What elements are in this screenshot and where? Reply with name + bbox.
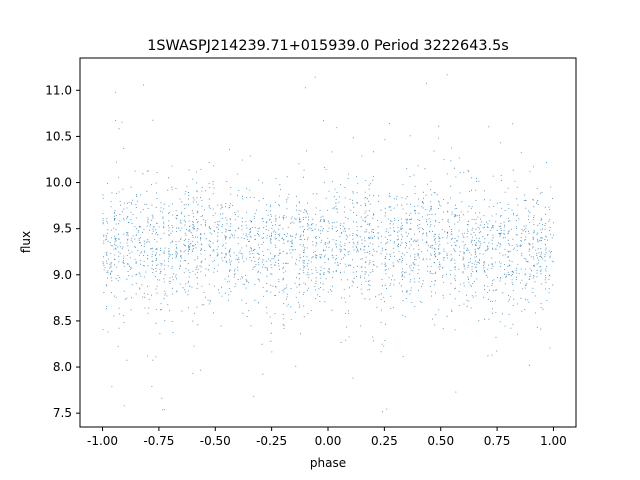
y-axis-label: flux: [19, 231, 33, 253]
flux-data-points: [102, 74, 555, 413]
x-tick-label: 0.50: [427, 434, 454, 448]
y-tick-label: 7.5: [53, 406, 72, 420]
x-tick-label: -0.25: [256, 434, 287, 448]
x-axis-ticks: -1.00 -0.75 -0.50 -0.25 0.00 0.25 0.50 0.75 1.00: [87, 427, 567, 448]
y-tick-label: 10.0: [45, 176, 72, 190]
y-tick-label: 8.0: [53, 360, 72, 374]
y-tick-label: 9.0: [53, 268, 72, 282]
y-axis-ticks: 7.5 8.0 8.5 9.0 9.5 10.0 10.5 11.0: [45, 83, 80, 420]
x-tick-label: -1.00: [87, 434, 118, 448]
x-tick-label: 1.00: [540, 434, 567, 448]
chart-title: 1SWASPJ214239.71+015939.0 Period 3222643…: [147, 38, 509, 54]
x-tick-label: 0.25: [371, 434, 398, 448]
x-axis-label: phase: [310, 456, 346, 470]
y-tick-label: 8.5: [53, 314, 72, 328]
scatter-points: [102, 74, 555, 413]
y-tick-label: 10.5: [45, 129, 72, 143]
y-tick-label: 9.5: [53, 222, 72, 236]
x-tick-label: 0.75: [484, 434, 511, 448]
x-tick-label: -0.75: [143, 434, 174, 448]
y-tick-label: 11.0: [45, 83, 72, 97]
x-tick-label: 0.00: [315, 434, 342, 448]
x-tick-label: -0.50: [200, 434, 231, 448]
